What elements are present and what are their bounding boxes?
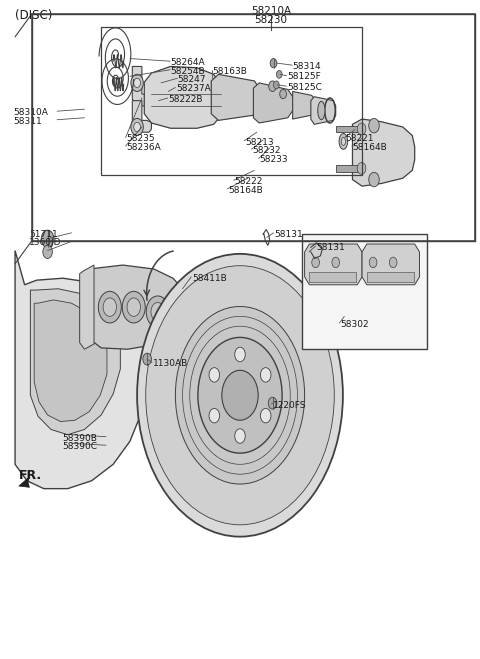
Circle shape	[198, 337, 282, 453]
Polygon shape	[80, 265, 94, 349]
Polygon shape	[19, 477, 29, 487]
Circle shape	[276, 71, 282, 78]
Text: 58254B: 58254B	[170, 67, 205, 76]
Bar	[336, 126, 362, 132]
Text: 58164B: 58164B	[352, 143, 387, 152]
Circle shape	[332, 257, 339, 268]
Polygon shape	[253, 83, 294, 123]
Circle shape	[103, 298, 117, 316]
Circle shape	[209, 409, 219, 423]
Polygon shape	[30, 289, 120, 435]
Text: 58314: 58314	[293, 62, 321, 71]
Circle shape	[369, 257, 377, 268]
Text: 58237A: 58237A	[176, 84, 211, 94]
Circle shape	[389, 257, 397, 268]
Text: 58163B: 58163B	[213, 67, 248, 76]
Circle shape	[131, 74, 144, 92]
Circle shape	[209, 368, 219, 382]
Polygon shape	[362, 244, 420, 285]
Bar	[336, 165, 362, 172]
Text: 51711: 51711	[29, 229, 58, 239]
Circle shape	[235, 429, 245, 444]
Circle shape	[131, 119, 144, 136]
Text: 58222: 58222	[234, 177, 263, 186]
Circle shape	[134, 78, 141, 88]
Text: 58125C: 58125C	[287, 83, 322, 92]
Circle shape	[151, 302, 164, 321]
Circle shape	[41, 230, 54, 247]
Circle shape	[274, 81, 279, 89]
Circle shape	[137, 254, 343, 536]
Circle shape	[143, 353, 152, 365]
Circle shape	[43, 245, 52, 258]
Text: 58213: 58213	[245, 138, 274, 146]
Polygon shape	[15, 250, 147, 488]
Text: 58221: 58221	[345, 134, 374, 143]
Circle shape	[268, 397, 277, 409]
Bar	[302, 234, 427, 349]
Text: 1130AB: 1130AB	[153, 359, 188, 368]
Ellipse shape	[339, 134, 348, 150]
Circle shape	[146, 266, 334, 525]
Text: 58390C: 58390C	[62, 442, 97, 451]
Circle shape	[235, 347, 245, 362]
Text: 58311: 58311	[13, 117, 42, 125]
Text: 58264A: 58264A	[170, 58, 205, 67]
Polygon shape	[311, 97, 336, 125]
Text: 58247: 58247	[178, 75, 206, 84]
Polygon shape	[305, 244, 362, 285]
Text: 58411B: 58411B	[192, 273, 227, 283]
Bar	[32, 14, 475, 241]
Text: 58164B: 58164B	[228, 186, 263, 194]
Bar	[367, 272, 414, 282]
Text: 58235: 58235	[126, 134, 155, 143]
Polygon shape	[132, 101, 152, 132]
Text: FR.: FR.	[19, 469, 42, 482]
Ellipse shape	[341, 138, 346, 146]
Ellipse shape	[318, 101, 325, 120]
Text: (DISC): (DISC)	[15, 9, 52, 22]
Bar	[101, 27, 362, 175]
Circle shape	[146, 296, 169, 328]
Text: 58222B: 58222B	[168, 95, 203, 104]
Circle shape	[222, 370, 258, 420]
Polygon shape	[352, 119, 415, 186]
Circle shape	[175, 306, 305, 484]
Circle shape	[312, 257, 320, 268]
Circle shape	[369, 119, 379, 133]
Polygon shape	[34, 300, 107, 422]
Circle shape	[98, 291, 121, 323]
Circle shape	[122, 291, 145, 323]
Text: 58230: 58230	[254, 15, 288, 26]
Text: 58131: 58131	[275, 229, 303, 239]
Bar	[310, 272, 356, 282]
Circle shape	[134, 123, 141, 132]
Circle shape	[357, 123, 366, 135]
Text: 58302: 58302	[340, 320, 369, 329]
Text: 58390B: 58390B	[62, 434, 97, 442]
Text: 1220FS: 1220FS	[273, 401, 306, 410]
Text: 58310A: 58310A	[13, 108, 48, 117]
Circle shape	[357, 163, 366, 174]
Polygon shape	[293, 92, 317, 119]
Text: 58236A: 58236A	[126, 143, 161, 152]
Circle shape	[280, 90, 287, 99]
Polygon shape	[144, 67, 221, 129]
Text: 58210A: 58210A	[251, 6, 291, 16]
Circle shape	[269, 81, 276, 92]
Text: 58131: 58131	[317, 243, 345, 252]
Circle shape	[270, 59, 277, 68]
Text: 58232: 58232	[252, 146, 280, 155]
Text: 58125F: 58125F	[287, 72, 321, 82]
Circle shape	[369, 173, 379, 186]
Text: 1360JD: 1360JD	[29, 238, 62, 247]
Polygon shape	[132, 67, 152, 106]
Polygon shape	[81, 265, 187, 349]
Polygon shape	[211, 74, 262, 121]
Circle shape	[127, 298, 141, 316]
Circle shape	[261, 368, 271, 382]
Circle shape	[261, 409, 271, 423]
Text: 58233: 58233	[259, 156, 288, 164]
